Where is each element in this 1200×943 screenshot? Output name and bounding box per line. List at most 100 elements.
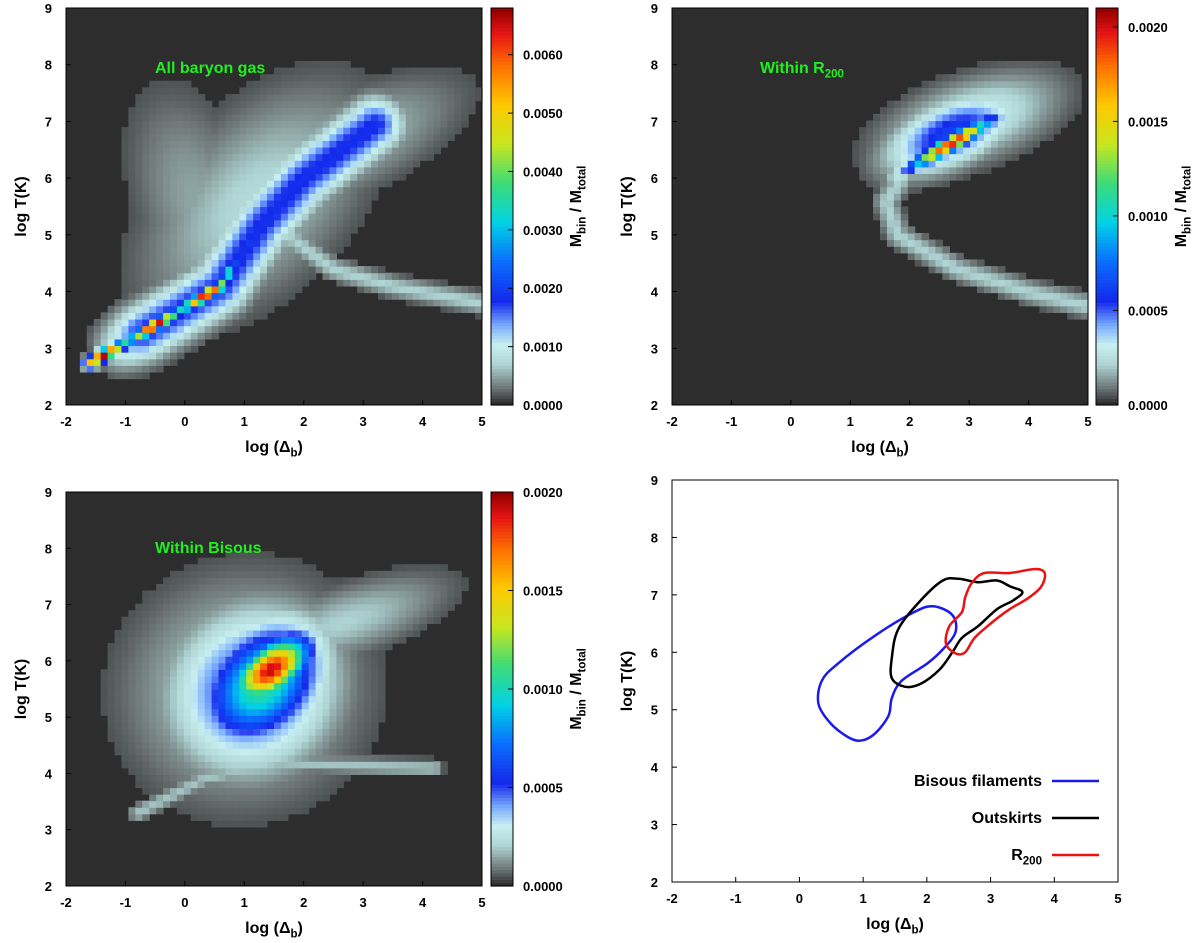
heatmap-cell (1046, 292, 1054, 300)
heatmap-cell (183, 780, 192, 789)
heatmap-cell (371, 570, 379, 578)
heatmap-cell (225, 616, 233, 624)
colorbar-segment (491, 371, 513, 376)
colorbar-label: Mbin / Mtotal (568, 648, 588, 730)
heatmap-cell (232, 160, 240, 168)
heatmap-cell (190, 629, 199, 638)
heatmap-cell (114, 715, 123, 723)
heatmap-cell (253, 299, 261, 307)
heatmap-cell (225, 636, 233, 644)
heatmap-cell (232, 193, 240, 201)
heatmap-cell (378, 616, 386, 624)
heatmap-cell (232, 246, 240, 254)
heatmap-cell (204, 272, 213, 280)
heatmap-cell (149, 266, 157, 274)
heatmap-cell (1046, 74, 1054, 82)
colorbar-segment (491, 797, 513, 802)
colorbar-segment (491, 830, 513, 835)
heatmap-cell (315, 160, 324, 168)
heatmap-cell (893, 140, 902, 148)
heatmap-cell (190, 728, 199, 736)
heatmap-cell (149, 285, 157, 294)
heatmap-cell (426, 279, 435, 287)
heatmap-cell (197, 669, 206, 677)
heatmap-cell (232, 780, 240, 789)
heatmap-cell (197, 180, 206, 188)
heatmap-cell (197, 577, 206, 585)
heatmap-cell (239, 232, 247, 241)
heatmap-cell (357, 741, 365, 749)
heatmap-cell (156, 807, 164, 815)
heatmap-cell (907, 226, 916, 234)
colorbar-segment (1096, 368, 1118, 373)
heatmap-cell (928, 153, 937, 161)
heatmap-cell (225, 285, 233, 294)
heatmap-cell (107, 318, 116, 327)
heatmap-cell (211, 219, 220, 227)
heatmap-cell (260, 675, 268, 684)
colorbar-segment (491, 246, 513, 251)
heatmap-cell (873, 180, 881, 188)
colorbar-segment (491, 206, 513, 211)
heatmap-cell (287, 146, 296, 155)
heatmap-cell (218, 325, 227, 333)
heatmap-cell (921, 166, 930, 175)
heatmap-cell (135, 206, 143, 214)
colorbar-segment (491, 708, 513, 713)
heatmap-cell (232, 146, 240, 155)
heatmap-cell (156, 166, 164, 175)
heatmap-cell (343, 213, 351, 221)
heatmap-cell (322, 767, 331, 775)
heatmap-cell (322, 708, 331, 716)
heatmap-cell (859, 127, 867, 135)
y-axis-label: log T(K) (619, 176, 636, 236)
heatmap-cell (211, 153, 220, 161)
heatmap-cell (225, 800, 233, 808)
heatmap-cell (232, 597, 240, 605)
colorbar-segment (491, 813, 513, 818)
heatmap-cell (246, 774, 254, 782)
heatmap-cell (301, 219, 310, 227)
heatmap-cell (384, 74, 393, 82)
heatmap-cell (211, 107, 220, 115)
colorbar-segment (491, 103, 513, 108)
heatmap-cell (997, 74, 1006, 82)
heatmap-cell (287, 127, 296, 135)
heatmap-cell (267, 603, 275, 611)
heatmap-cell (100, 312, 109, 320)
heatmap-cell (253, 577, 261, 585)
heatmap-cell (280, 87, 289, 95)
heatmap-cell (232, 279, 240, 287)
colorbar-segment (491, 133, 513, 138)
heatmap-cell (204, 577, 213, 585)
heatmap-cell (329, 590, 337, 598)
heatmap-cell (357, 748, 365, 756)
heatmap-cell (232, 734, 240, 743)
heatmap-cell (1004, 113, 1013, 122)
heatmap-cell (204, 689, 213, 697)
heatmap-cell (142, 767, 150, 775)
heatmap-cell (163, 675, 171, 684)
heatmap-cell (391, 173, 400, 181)
heatmap-cell (350, 662, 358, 670)
heatmap-cell (274, 603, 282, 611)
heatmap-cell (329, 656, 337, 664)
heatmap-cell (280, 761, 289, 769)
heatmap-cell (232, 180, 240, 188)
heatmap-cell (329, 146, 337, 155)
heatmap-cell (267, 577, 275, 585)
heatmap-cell (232, 590, 240, 598)
heatmap-cell (287, 682, 296, 690)
heatmap-cell (280, 577, 289, 585)
heatmap-cell (225, 774, 233, 782)
heatmap-cell (287, 239, 296, 247)
heatmap-cell (246, 794, 254, 802)
heatmap-cell (1025, 133, 1034, 141)
heatmap-cell (156, 285, 164, 294)
heatmap-cell (246, 570, 254, 578)
heatmap-cell (977, 140, 985, 148)
heatmap-cell (308, 675, 317, 684)
colorbar-segment (491, 262, 513, 267)
heatmap-cell (149, 708, 157, 716)
heatmap-cell (956, 87, 964, 95)
